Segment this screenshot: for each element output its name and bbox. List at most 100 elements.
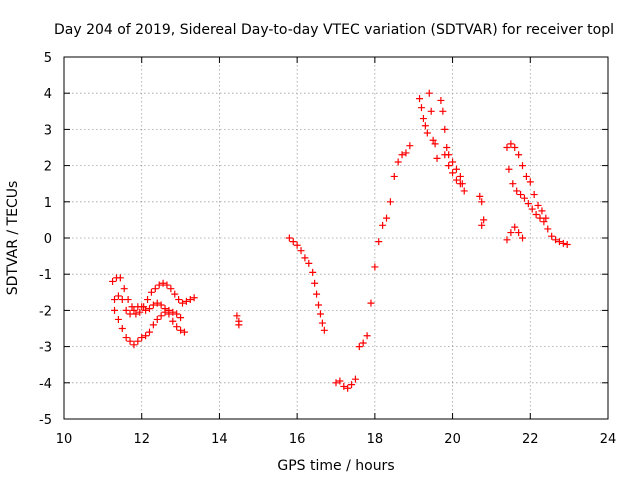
data-point	[159, 279, 167, 287]
grid	[64, 57, 608, 419]
x-tick-label: 10	[56, 432, 73, 447]
data-point	[336, 377, 344, 385]
data-point	[390, 172, 398, 180]
data-point	[559, 239, 567, 247]
data-point	[526, 178, 534, 186]
data-point	[348, 381, 356, 389]
data-point	[145, 328, 153, 336]
data-point	[153, 315, 161, 323]
y-tick-label: -1	[39, 268, 52, 283]
y-tick-label: 3	[44, 123, 52, 138]
data-point	[318, 319, 326, 327]
x-tick-label: 16	[289, 432, 306, 447]
data-point	[116, 274, 124, 282]
data-point	[441, 151, 449, 159]
data-point	[398, 151, 406, 159]
data-point	[540, 218, 548, 226]
y-tick-label: -3	[39, 341, 52, 356]
data-point	[316, 310, 324, 318]
data-point	[301, 254, 309, 262]
data-point	[456, 172, 464, 180]
data-point	[394, 158, 402, 166]
data-point	[111, 306, 119, 314]
data-point	[344, 384, 352, 392]
data-point	[163, 281, 171, 289]
data-point	[175, 296, 183, 304]
data-point	[293, 241, 301, 249]
data-point	[142, 332, 150, 340]
data-point	[136, 308, 144, 316]
data-point	[449, 169, 457, 177]
data-point	[147, 288, 155, 296]
data-point	[534, 201, 542, 209]
data-point	[423, 129, 431, 137]
data-point	[179, 299, 187, 307]
data-point	[118, 296, 126, 304]
data-point	[476, 192, 484, 200]
data-point	[517, 191, 525, 199]
data-point	[433, 154, 441, 162]
data-point	[509, 180, 517, 188]
data-point	[443, 144, 451, 151]
data-point	[320, 326, 328, 334]
data-point	[519, 234, 527, 242]
data-point	[190, 294, 198, 302]
data-point	[359, 339, 367, 347]
data-point	[285, 234, 293, 242]
data-point	[153, 299, 161, 307]
data-point	[332, 379, 340, 387]
data-point	[511, 144, 519, 151]
data-point	[425, 89, 433, 97]
data-point	[134, 337, 142, 345]
data-point	[530, 191, 538, 199]
data-point	[503, 144, 511, 151]
data-point	[297, 247, 305, 255]
data-point	[122, 306, 130, 314]
data-point	[173, 310, 181, 318]
x-tick-labels: 10 12 14 16 18 20 22 24	[56, 432, 617, 447]
data-point	[507, 229, 515, 237]
y-tick-label: -4	[39, 377, 52, 392]
data-point	[478, 198, 486, 206]
y-tick-label: 1	[44, 196, 52, 211]
data-point	[182, 297, 190, 305]
data-point	[169, 317, 177, 325]
data-point	[379, 221, 387, 229]
data-point	[427, 107, 435, 115]
data-point	[351, 375, 359, 383]
data-point	[144, 296, 152, 304]
data-point	[138, 334, 146, 342]
data-point	[173, 323, 181, 331]
data-point	[165, 306, 173, 314]
data-point	[507, 140, 515, 148]
data-point	[167, 285, 175, 293]
data-point	[111, 296, 119, 304]
y-tick-label: -2	[39, 304, 52, 319]
data-point	[538, 207, 546, 215]
data-point	[114, 315, 122, 323]
data-point	[149, 301, 157, 309]
data-point	[313, 290, 321, 298]
data-point	[109, 277, 117, 285]
plot-frame	[63, 56, 609, 420]
data-points	[109, 89, 571, 392]
y-tick-labels: -5 -4 -3 -2 -1 0 1 2 3 4 5	[39, 51, 52, 428]
data-point	[289, 238, 297, 246]
data-point	[429, 136, 437, 144]
data-point	[431, 140, 439, 148]
data-point	[367, 299, 375, 307]
x-tick-label: 20	[444, 432, 461, 447]
data-point	[503, 236, 511, 244]
data-point	[155, 281, 163, 289]
data-point	[171, 290, 179, 298]
data-point	[311, 279, 319, 287]
data-point	[118, 325, 126, 332]
y-tick-label: 0	[44, 232, 52, 247]
data-point	[383, 214, 391, 222]
data-point	[419, 115, 427, 123]
data-point	[437, 96, 445, 104]
data-point	[416, 95, 424, 103]
data-point	[157, 312, 165, 320]
data-point	[513, 187, 521, 195]
